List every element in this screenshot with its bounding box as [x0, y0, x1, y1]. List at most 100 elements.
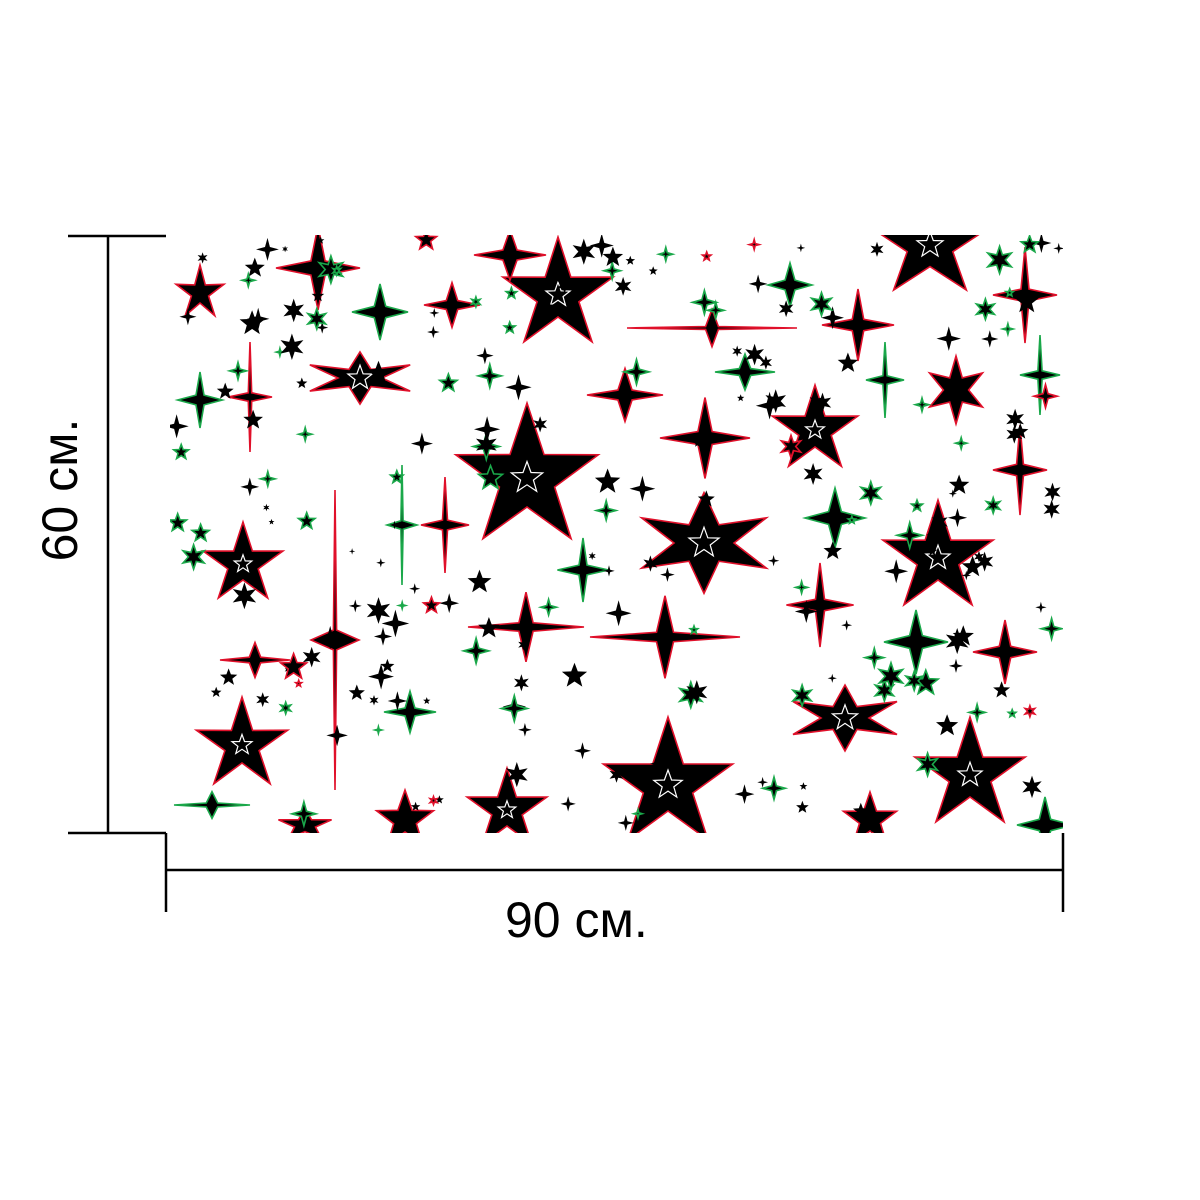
star-icon: [395, 599, 409, 612]
height-dimension-line: [68, 234, 166, 835]
width-dimension-line: [164, 833, 1065, 912]
star-icon: [476, 463, 505, 491]
star-icon: [809, 393, 824, 410]
star-icon: [200, 519, 286, 601]
star-icon: [278, 699, 294, 717]
star-icon: [912, 394, 932, 415]
star-icon: [767, 555, 780, 567]
star-icon: [478, 617, 500, 638]
star-icon: [688, 623, 700, 636]
star-icon: [893, 519, 926, 552]
star-icon: [467, 592, 585, 662]
star-icon: [420, 476, 470, 574]
star-icon: [506, 762, 528, 788]
star-icon: [316, 236, 325, 244]
star-icon: [216, 382, 234, 399]
star-icon: [778, 300, 794, 318]
star-icon: [593, 497, 620, 524]
star-icon: [556, 275, 573, 294]
star-icon: [765, 389, 786, 413]
star-icon: [880, 497, 996, 608]
star-icon: [796, 243, 806, 253]
star-icon: [256, 237, 279, 261]
star-icon: [809, 289, 834, 319]
star-icon: [572, 238, 596, 265]
star-icon: [947, 508, 968, 528]
star-icon: [366, 597, 391, 624]
inner-star-icon: [687, 525, 721, 558]
star-icon: [1031, 235, 1052, 253]
width-label: 90 см.: [505, 892, 648, 948]
star-icon: [841, 619, 853, 631]
star-icon: [410, 432, 433, 455]
star-icon: [502, 319, 518, 335]
star-icon: [865, 341, 905, 419]
star-icon: [1016, 796, 1063, 833]
inner-star-icon: [232, 553, 254, 573]
star-icon: [256, 692, 270, 708]
star-icon: [883, 609, 949, 675]
star-icon: [302, 646, 321, 668]
star-icon: [439, 593, 460, 614]
star-icon: [945, 628, 969, 655]
star-icon: [659, 397, 751, 479]
star-icon: [853, 802, 869, 818]
star-icon: [714, 351, 776, 393]
inner-star-icon: [652, 768, 684, 799]
star-icon: [296, 510, 318, 531]
star-icon: [686, 680, 708, 705]
star-icon: [603, 565, 615, 577]
star-icon: [384, 464, 420, 586]
star-icon: [244, 257, 265, 277]
star-icon: [295, 424, 315, 444]
star-icon: [311, 289, 325, 302]
star-icon: [240, 477, 260, 497]
star-icon: [974, 550, 984, 563]
star-icon: [586, 365, 664, 425]
star-icon: [374, 787, 436, 833]
star-icon: [1014, 289, 1039, 313]
star-icon: [948, 474, 970, 494]
star-icon: [757, 776, 768, 788]
star-icon: [936, 326, 961, 351]
star-icon: [625, 255, 636, 265]
inner-star-icon: [915, 235, 945, 258]
star-icon: [605, 600, 632, 627]
star-icon: [903, 668, 925, 693]
star-icon: [171, 442, 191, 461]
star-icon: [803, 463, 823, 485]
star-icon: [226, 359, 250, 383]
star-icon: [948, 658, 963, 673]
star-icon: [861, 645, 887, 671]
star-icon: [309, 489, 361, 791]
star-icon: [280, 333, 304, 360]
star-icon: [348, 599, 362, 613]
star-icon: [246, 307, 270, 331]
star-icon: [318, 625, 342, 650]
star-icon: [629, 475, 656, 502]
star-icon: [376, 558, 386, 568]
star-icon: [931, 512, 948, 532]
star-icon: [858, 479, 883, 507]
star-icon: [993, 681, 1011, 698]
star-icon: [746, 236, 763, 253]
star-icon: [600, 259, 624, 283]
star-icon: [381, 609, 410, 638]
star-icon: [1006, 425, 1023, 444]
star-icon: [219, 640, 291, 680]
star-icon: [759, 355, 772, 370]
star-icon: [437, 371, 460, 393]
star-icon: [351, 283, 409, 341]
star-icon: [846, 514, 858, 525]
inner-star-icon: [496, 799, 518, 819]
star-icon: [981, 330, 999, 348]
star-icon: [388, 468, 406, 485]
star-icon: [537, 596, 560, 619]
star-icon: [460, 635, 492, 667]
star-icon: [373, 627, 393, 646]
star-icon: [189, 521, 212, 543]
star-icon: [769, 382, 861, 469]
star-icon: [173, 789, 251, 821]
star-icon: [827, 673, 837, 683]
star-icon: [617, 814, 634, 831]
